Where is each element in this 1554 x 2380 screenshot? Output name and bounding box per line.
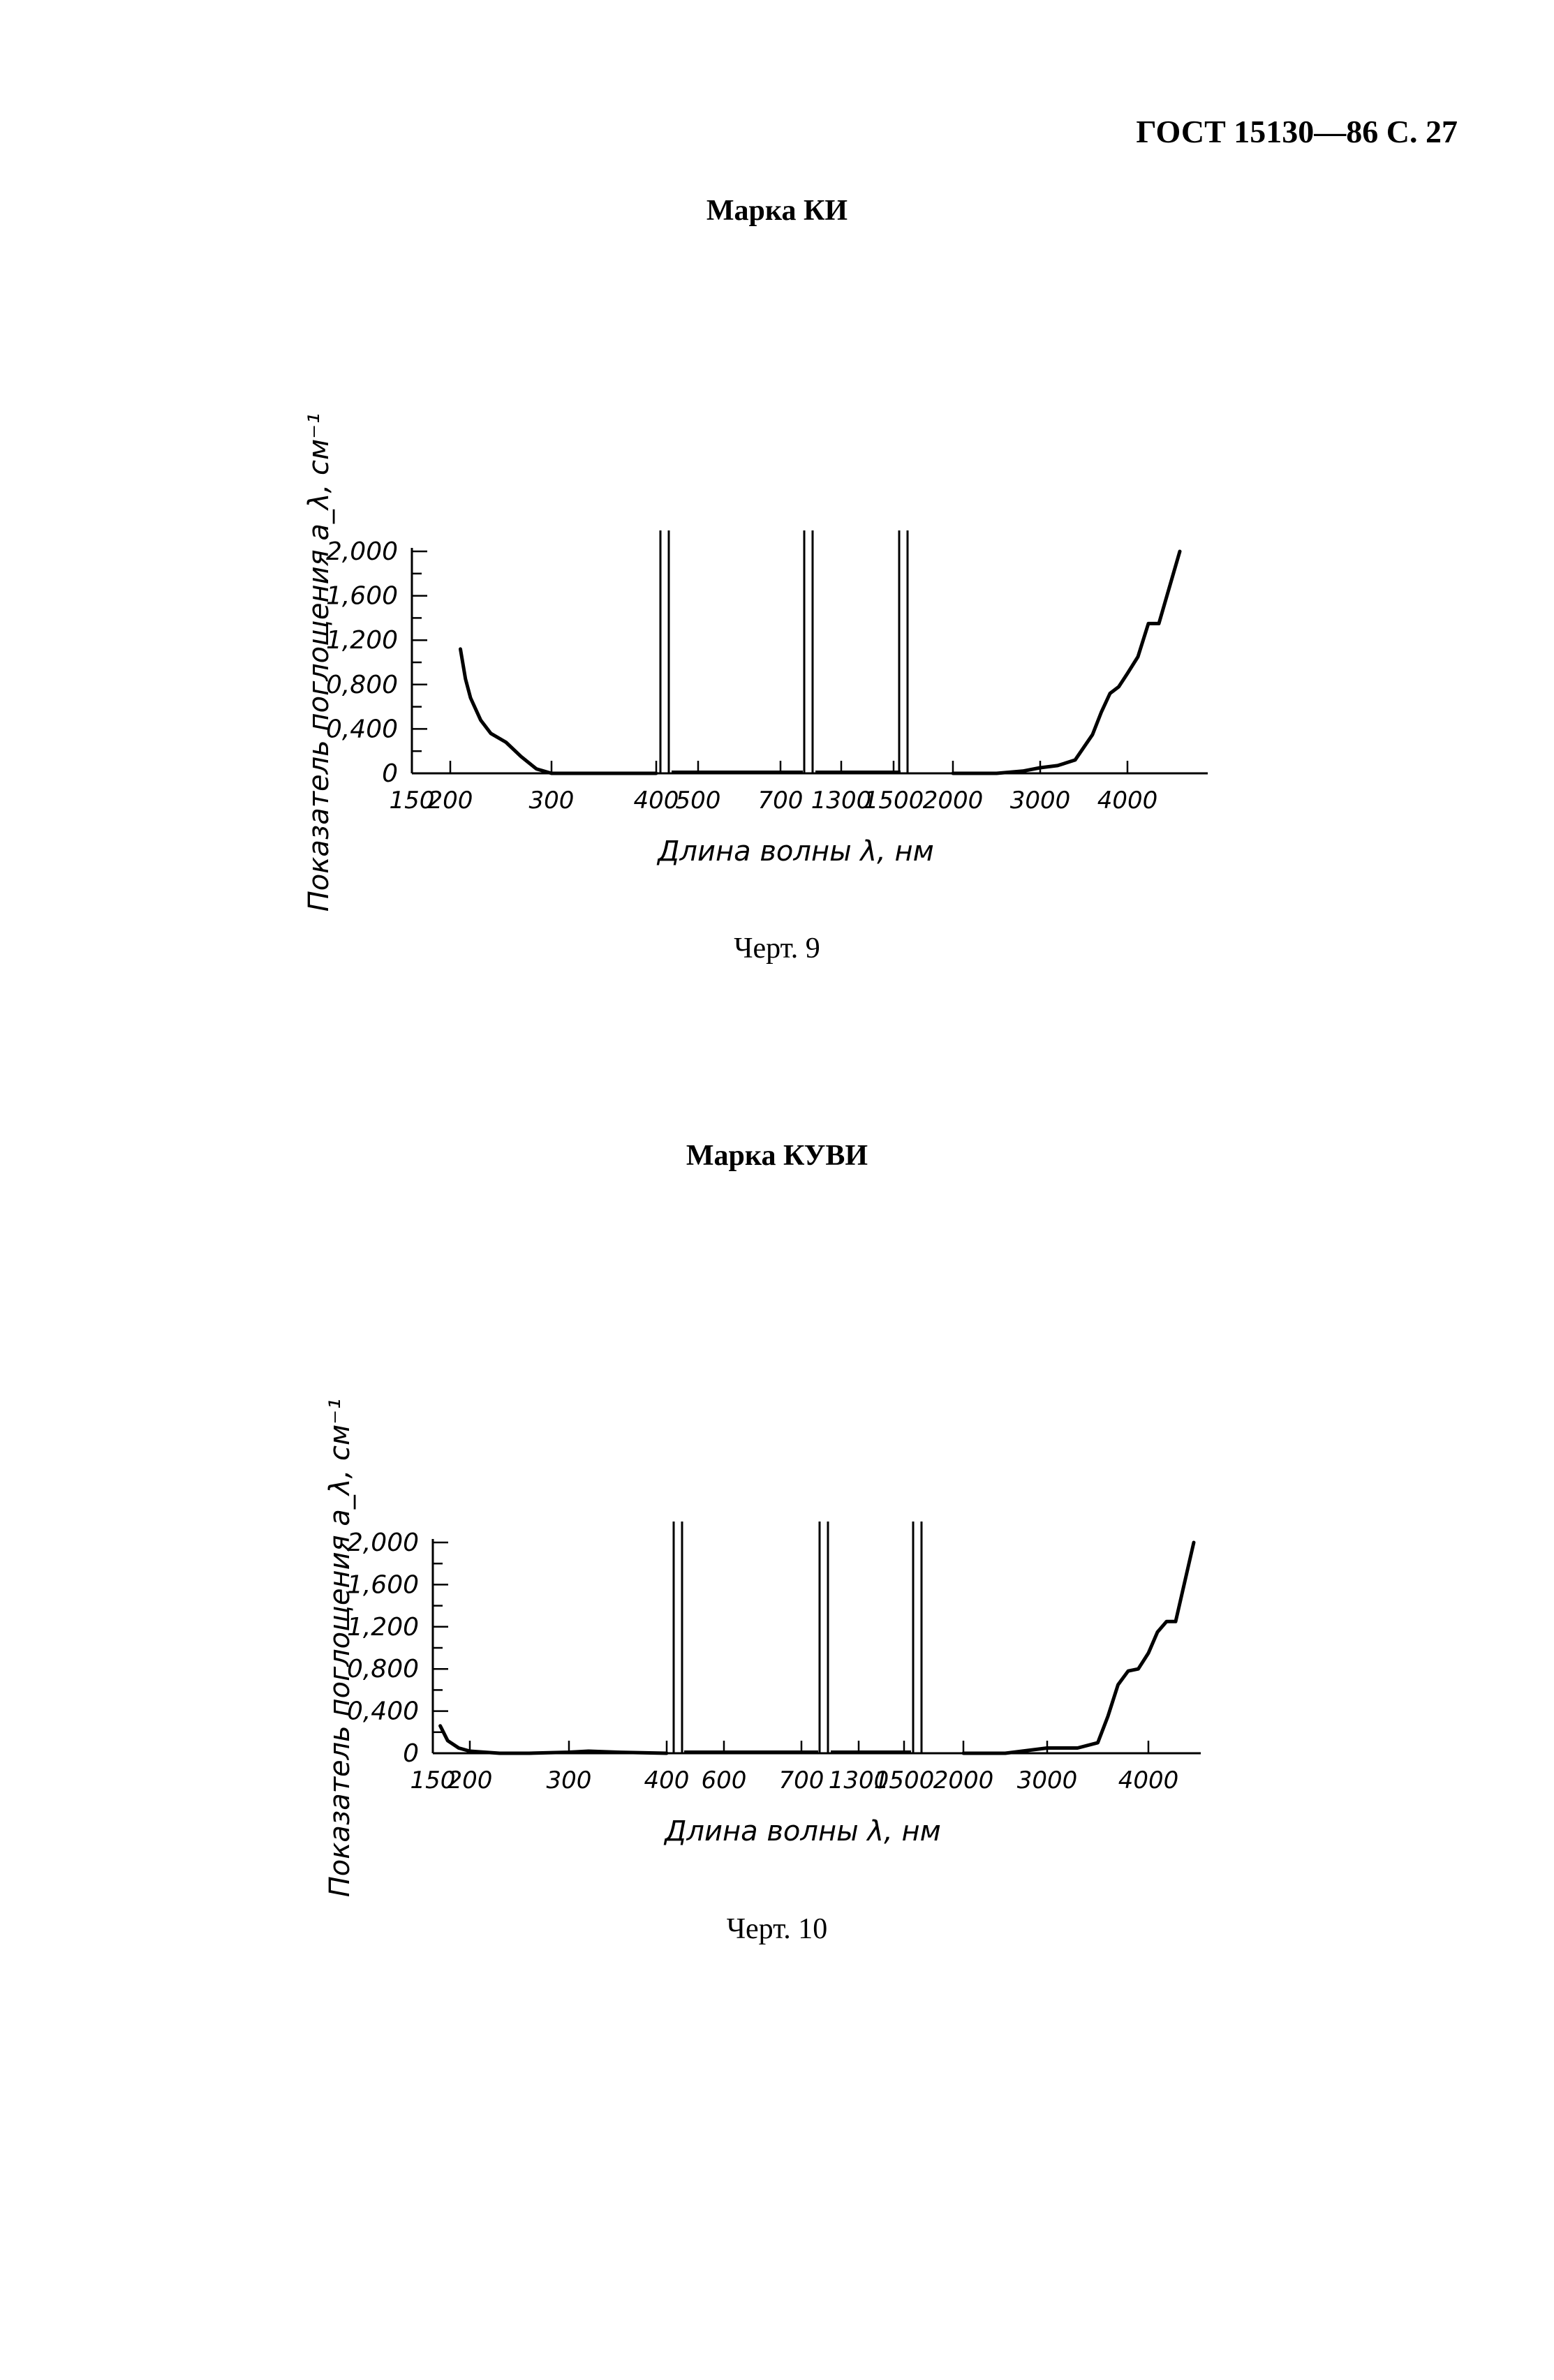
x-tick-label: 3000 [1017, 1767, 1078, 1794]
x-axis-label: Длина волны λ, нм [663, 1815, 941, 1847]
x-tick-label: 500 [676, 787, 721, 815]
x-tick-label: 600 [702, 1767, 747, 1794]
x-tick-label: 200 [447, 1767, 493, 1794]
y-tick-label: 0 [403, 1739, 419, 1768]
chart-caption: Черт. 10 [726, 1913, 828, 1945]
chart-title: Марка КИ [706, 195, 848, 227]
x-tick-label: 150 [410, 1767, 456, 1794]
x-tick-label: 700 [779, 1767, 824, 1794]
y-tick-label: 1,600 [347, 1570, 419, 1599]
x-tick-label: 4000 [1118, 1767, 1179, 1794]
x-tick-label: 200 [428, 787, 473, 815]
absorption-curve [438, 1724, 669, 1755]
y-axis-label: Показатель поглощения a_λ, см⁻¹ [324, 1399, 356, 1898]
chart-title: Марка КУВИ [686, 1140, 868, 1172]
x-tick-label: 1300 [829, 1767, 889, 1794]
x-tick-label: 3000 [1010, 787, 1071, 815]
x-tick-label: 300 [529, 787, 575, 815]
page-header: ГОСТ 15130—86 С. 27 [1136, 114, 1458, 149]
y-tick-label: 0,800 [326, 671, 398, 699]
x-tick-label: 700 [758, 787, 804, 815]
x-tick-label: 150 [390, 787, 435, 815]
x-tick-label: 4000 [1097, 787, 1158, 815]
y-axis-label: Показатель поглощения a_λ, см⁻¹ [303, 413, 335, 912]
chart-caption: Черт. 9 [734, 932, 820, 965]
x-axis-label: Длина волны λ, нм [656, 835, 934, 868]
absorption-curve [951, 549, 1182, 775]
x-tick-label: 1500 [864, 787, 924, 815]
y-tick-label: 0,400 [326, 715, 398, 743]
absorption-curve [459, 647, 658, 775]
x-tick-label: 400 [644, 1767, 690, 1794]
y-tick-label: 1,200 [347, 1613, 419, 1642]
absorption-curve [961, 1540, 1196, 1755]
x-tick-label: 2000 [923, 787, 984, 815]
y-tick-label: 0 [382, 759, 398, 788]
y-tick-label: 0,800 [347, 1655, 419, 1683]
y-tick-label: 1,600 [326, 582, 398, 611]
x-tick-label: 2000 [933, 1767, 994, 1794]
x-tick-label: 1500 [874, 1767, 935, 1794]
y-tick-label: 1,200 [326, 626, 398, 655]
x-tick-label: 400 [634, 787, 679, 815]
y-tick-label: 2,000 [326, 537, 398, 566]
x-tick-label: 300 [547, 1767, 592, 1794]
y-tick-label: 0,400 [347, 1697, 419, 1726]
x-tick-label: 1300 [811, 787, 872, 815]
y-tick-label: 2,000 [347, 1529, 419, 1557]
